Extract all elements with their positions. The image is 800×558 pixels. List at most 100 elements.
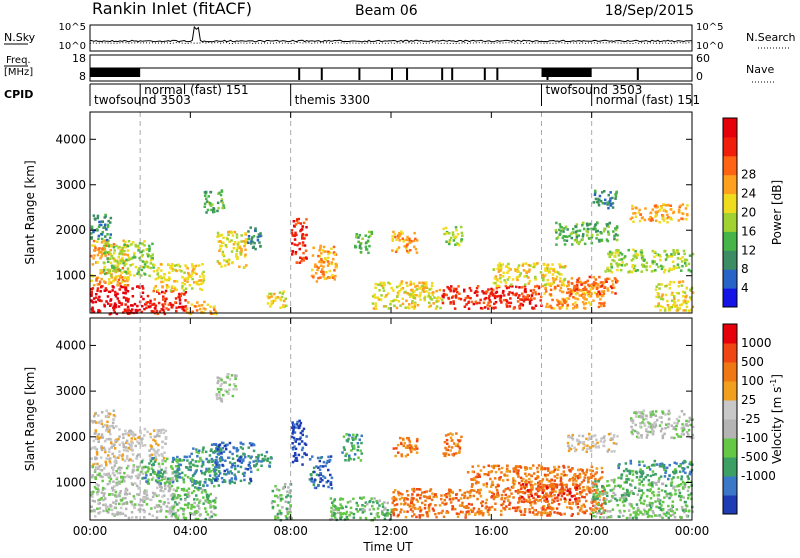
data-cell [330, 510, 333, 513]
data-cell [311, 477, 314, 480]
data-cell [572, 307, 575, 310]
data-cell [665, 294, 668, 297]
colorbar-label: Power [dB] [770, 180, 784, 245]
data-cell [443, 516, 446, 519]
data-cell [212, 505, 215, 508]
data-cell [94, 432, 97, 435]
data-cell [447, 297, 450, 300]
data-cell [196, 465, 199, 468]
data-cell [178, 473, 181, 476]
colorbar-swatch [723, 288, 737, 307]
data-cell [323, 461, 326, 464]
data-cell [268, 296, 271, 299]
data-cell [96, 241, 99, 244]
data-cell [614, 252, 617, 255]
data-cell [210, 493, 213, 496]
data-cell [163, 452, 166, 455]
data-cell [549, 480, 552, 483]
data-cell [118, 503, 121, 506]
colorbar-tick-label: 20 [741, 206, 756, 220]
data-cell [563, 470, 566, 473]
data-cell [121, 480, 124, 483]
data-cell [469, 492, 472, 495]
data-cell [485, 507, 488, 510]
data-cell [102, 231, 105, 234]
data-cell [499, 476, 502, 479]
data-cell [199, 484, 202, 487]
data-cell [441, 502, 444, 505]
data-cell [556, 304, 559, 307]
data-cell [184, 305, 187, 308]
data-cell [489, 478, 492, 481]
data-cell [223, 259, 226, 262]
data-cell [641, 254, 644, 256]
data-cell [355, 508, 358, 511]
data-cell [432, 508, 435, 511]
data-cell [128, 271, 131, 274]
data-cell [682, 280, 685, 283]
data-cell [305, 444, 308, 447]
data-cell [163, 276, 166, 279]
data-cell [400, 443, 403, 446]
data-cell [99, 502, 102, 505]
data-cell [639, 220, 642, 223]
data-cell [104, 224, 107, 227]
data-cell [582, 511, 585, 513]
data-cell [385, 305, 388, 308]
data-cell [204, 491, 207, 494]
data-cell [370, 497, 373, 500]
data-cell [570, 468, 573, 471]
data-cell [673, 298, 676, 301]
data-cell [641, 217, 644, 220]
data-cell [135, 516, 138, 519]
data-cell [234, 462, 237, 465]
data-cell [312, 247, 315, 250]
data-cell [317, 457, 320, 460]
data-cell [324, 278, 327, 281]
data-cell [109, 237, 112, 240]
data-cell [113, 410, 116, 413]
data-cell [110, 217, 113, 220]
data-cell [147, 265, 150, 268]
data-cell [406, 498, 409, 501]
data-cell [198, 283, 201, 286]
data-cell [389, 303, 392, 306]
data-cell [395, 509, 398, 512]
data-cell [130, 501, 133, 504]
data-cell [609, 222, 612, 225]
data-cell [288, 508, 291, 511]
data-cell [291, 253, 294, 256]
data-cell [154, 440, 157, 443]
data-cell [680, 269, 683, 272]
data-cell [201, 263, 204, 266]
y-tick-label: 2000 [55, 223, 86, 237]
data-cell [579, 487, 582, 490]
data-cell [420, 494, 423, 497]
data-cell [353, 513, 356, 516]
data-cell [99, 437, 102, 440]
data-cell [577, 281, 580, 284]
data-cell [148, 468, 151, 471]
data-cell [510, 302, 512, 305]
data-cell [641, 270, 644, 273]
data-cell [119, 269, 122, 272]
data-cell [137, 487, 140, 490]
data-cell [113, 243, 116, 246]
data-cell [528, 282, 531, 285]
data-cell [533, 297, 536, 300]
data-cell [200, 470, 203, 473]
data-cell [303, 222, 306, 225]
data-cell [571, 503, 574, 506]
data-cell [154, 436, 157, 439]
data-cell [131, 482, 134, 485]
data-cell [390, 287, 393, 290]
data-cell [339, 512, 342, 515]
data-cell [578, 500, 581, 503]
data-cell [252, 443, 255, 446]
data-cell [157, 267, 160, 270]
data-cell [355, 246, 358, 249]
data-cell [657, 266, 660, 269]
data-cell [141, 305, 144, 308]
data-cell [560, 287, 563, 290]
data-cell [104, 239, 107, 242]
